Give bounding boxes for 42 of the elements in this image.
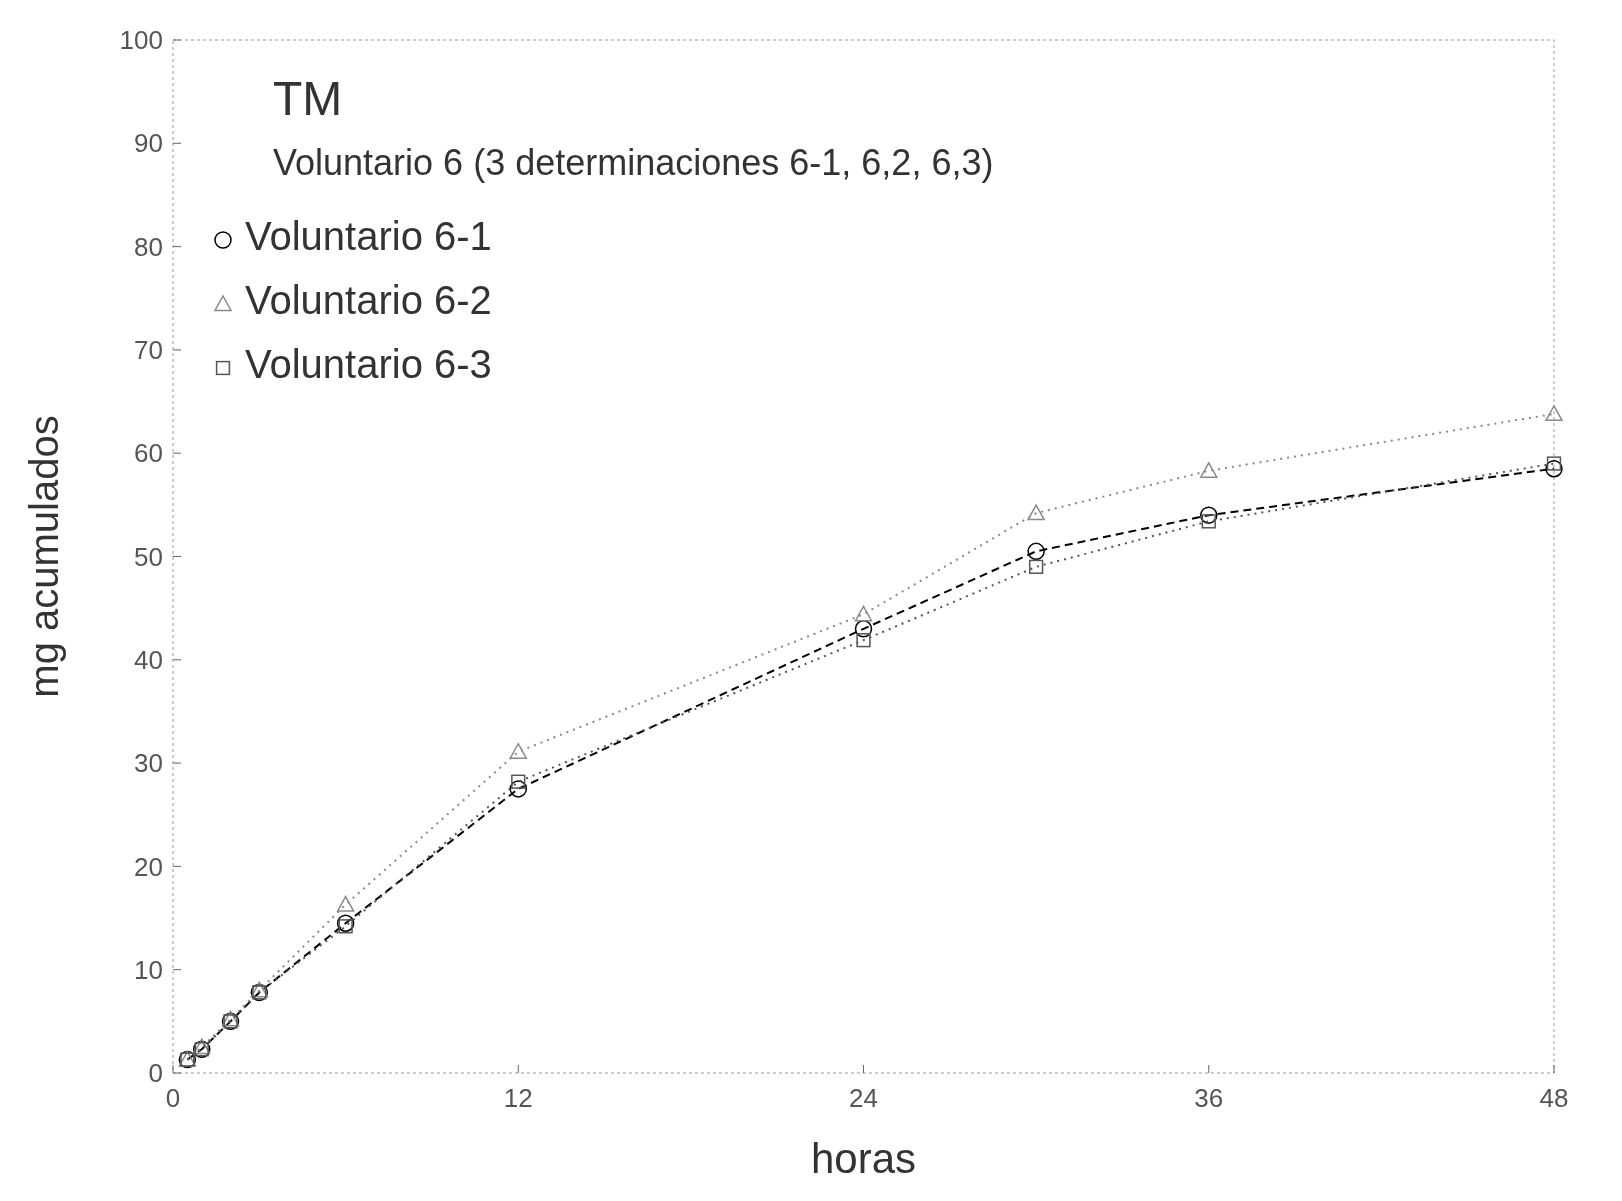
y-tick-label: 30 xyxy=(134,748,163,779)
y-tick-label: 40 xyxy=(134,644,163,675)
y-axis-title: mg acumulados xyxy=(22,415,66,698)
point xyxy=(336,895,355,912)
point xyxy=(1027,542,1045,561)
point xyxy=(511,774,526,789)
point xyxy=(1201,514,1216,529)
x-axis-title: horas xyxy=(810,1135,917,1182)
point xyxy=(1546,456,1562,471)
y-tick-label: 0 xyxy=(148,1058,163,1089)
point xyxy=(509,742,527,759)
point xyxy=(1028,559,1044,574)
point xyxy=(854,605,873,622)
legend-label: Voluntario 6-3 xyxy=(245,342,492,386)
x-tick-label: 24 xyxy=(849,1083,878,1113)
y-tick-label: 70 xyxy=(134,335,163,365)
point xyxy=(250,981,269,998)
y-tick-label: 90 xyxy=(134,128,163,159)
point xyxy=(854,620,873,638)
x-tick-label: 36 xyxy=(1194,1083,1224,1113)
point xyxy=(509,780,527,798)
point xyxy=(1200,506,1218,524)
y-tick-label: 50 xyxy=(134,541,163,572)
y-tick-label: 10 xyxy=(134,954,163,985)
legend-label: Voluntario 6-2 xyxy=(245,278,492,322)
point xyxy=(1200,462,1218,478)
y-tick-label: 20 xyxy=(134,851,163,882)
point xyxy=(1545,405,1563,422)
legend-label: Voluntario 6-1 xyxy=(245,214,492,258)
y-tick-label: 80 xyxy=(134,231,163,262)
point xyxy=(338,919,353,934)
text: TM xyxy=(273,72,343,125)
point xyxy=(856,633,871,648)
text: Voluntario 6 (3 determinaciones 6-1, 6,2, 6,3) xyxy=(273,142,994,183)
y-tick-label: 60 xyxy=(134,438,163,469)
point xyxy=(1027,504,1045,521)
point xyxy=(221,1010,240,1027)
y-tick-label: 100 xyxy=(119,25,163,56)
point xyxy=(336,914,355,932)
point xyxy=(1545,459,1563,478)
x-tick-label: 48 xyxy=(1539,1083,1569,1113)
x-tick-label: 12 xyxy=(503,1083,533,1113)
